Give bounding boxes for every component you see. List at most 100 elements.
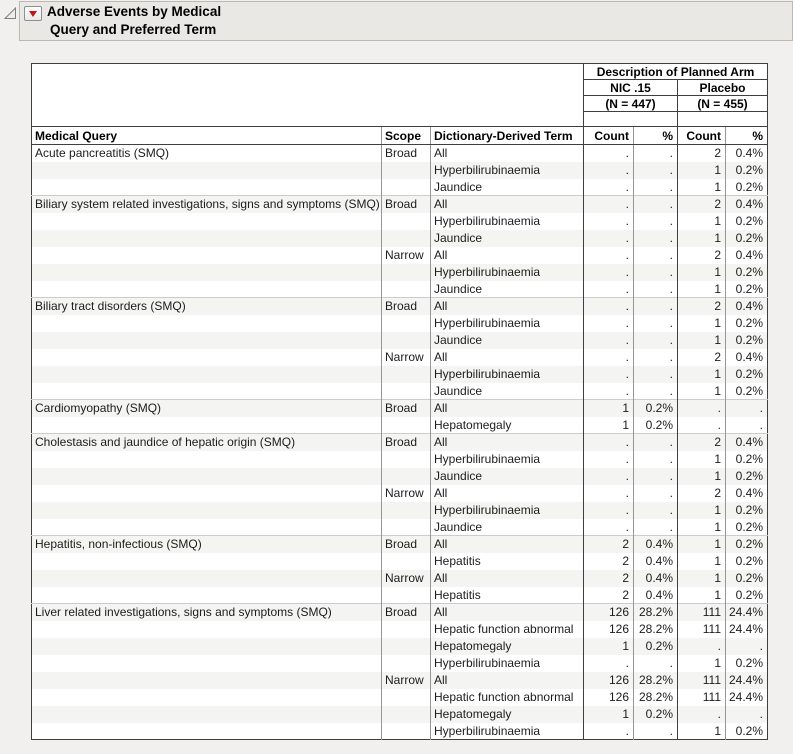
nic-count-cell: .: [583, 450, 634, 468]
nic-count-cell: 126: [583, 688, 634, 706]
medical-query-cell: [31, 671, 382, 689]
nic-pct-cell: .: [633, 484, 678, 502]
table-row: Narrow All . . 2 0.4%: [32, 348, 768, 366]
nic-count-cell: 1: [583, 705, 634, 723]
scope-cell: [381, 637, 431, 655]
placebo-count-cell: 1: [677, 535, 726, 553]
placebo-count-cell: 2: [677, 195, 726, 213]
scope-cell: [381, 586, 431, 604]
medical-query-cell: [31, 569, 382, 587]
placebo-pct-cell: 24.4%: [725, 688, 768, 706]
nic-count-cell: .: [583, 314, 634, 332]
term-cell: Hepatic function abnormal: [430, 688, 584, 706]
nic-count-cell: 1: [583, 399, 634, 417]
placebo-pct-cell: 24.4%: [725, 603, 768, 621]
term-cell: Hepatomegaly: [430, 637, 584, 655]
term-cell: All: [430, 297, 584, 315]
table-row: Jaundice . . 1 0.2%: [31, 467, 768, 485]
medical-query-cell: [32, 519, 382, 536]
placebo-pct-cell: 0.2%: [725, 722, 768, 740]
placebo-pct-cell: 0.4%: [725, 433, 768, 451]
medical-query-cell: [32, 213, 382, 230]
medical-query-cell: [32, 451, 382, 468]
placebo-count-cell: 1: [677, 365, 726, 383]
term-cell: All: [430, 484, 584, 502]
arm-group-header: Description of Planned Arm: [583, 63, 768, 80]
medical-query-cell: [31, 263, 382, 281]
table-row: Cholestasis and jaundice of hepatic orig…: [31, 433, 768, 451]
table-row: Hepatitis 2 0.4% 1 0.2%: [32, 552, 768, 570]
nic-count-cell: .: [583, 212, 634, 230]
page-title-line2: Query and Preferred Term: [50, 22, 217, 37]
placebo-pct-cell: 0.2%: [725, 161, 768, 179]
nic-pct-cell: .: [633, 433, 678, 451]
nic-pct-cell: 0.4%: [633, 535, 678, 553]
red-triangle-menu-button[interactable]: [24, 6, 42, 21]
placebo-pct-cell: 0.4%: [725, 297, 768, 315]
medical-query-cell: Biliary tract disorders (SMQ): [31, 297, 382, 315]
placebo-pct-cell: 0.2%: [725, 178, 768, 196]
nic-pct-cell: .: [633, 501, 678, 519]
term-cell: All: [430, 246, 584, 264]
scope-cell: Narrow: [381, 246, 431, 264]
adverse-events-table-wrap: Description of Planned Arm NIC .15 Place…: [31, 63, 768, 740]
nic-count-cell: .: [583, 348, 634, 366]
table-row: Hyperbilirubinaemia . . 1 0.2%: [31, 263, 768, 281]
placebo-count-cell: 1: [677, 518, 726, 536]
scope-cell: [381, 518, 431, 536]
placebo-count-cell: 2: [677, 297, 726, 315]
outline-disclosure-triangle-icon[interactable]: [4, 7, 17, 20]
placebo-count-cell: 1: [677, 331, 726, 349]
term-cell: Hyperbilirubinaemia: [430, 501, 584, 519]
arm-name-placebo: Placebo: [677, 79, 768, 96]
table-row: Jaundice . . 1 0.2%: [32, 280, 768, 298]
medical-query-cell: [32, 179, 382, 196]
medical-query-cell: [32, 383, 382, 400]
table-body: Acute pancreatitis (SMQ) Broad All . . 2…: [31, 144, 768, 740]
scope-cell: Broad: [381, 144, 431, 162]
column-header-nic-count: Count: [583, 126, 634, 145]
placebo-pct-cell: .: [725, 416, 768, 434]
nic-count-cell: .: [583, 161, 634, 179]
medical-query-cell: [32, 485, 382, 502]
scope-cell: Broad: [381, 195, 431, 213]
placebo-pct-cell: 0.2%: [725, 331, 768, 349]
medical-query-cell: [32, 655, 382, 672]
term-cell: All: [430, 433, 584, 451]
placebo-count-cell: 2: [677, 348, 726, 366]
nic-pct-cell: .: [633, 195, 678, 213]
scope-cell: [381, 722, 431, 740]
table-row: Narrow All 126 28.2% 111 24.4%: [31, 671, 768, 689]
term-cell: All: [430, 671, 584, 689]
medical-query-cell: [32, 723, 382, 740]
scope-cell: [381, 688, 431, 706]
nic-count-cell: .: [583, 195, 634, 213]
nic-count-cell: 1: [583, 416, 634, 434]
table-row: Jaundice . . 1 0.2%: [31, 331, 768, 349]
placebo-count-cell: 1: [677, 314, 726, 332]
table-row: Hyperbilirubinaemia . . 1 0.2%: [31, 365, 768, 383]
table-row: Narrow All . . 2 0.4%: [32, 246, 768, 264]
scope-cell: [381, 450, 431, 468]
placebo-count-cell: 111: [677, 620, 726, 638]
column-header-term: Dictionary-Derived Term: [430, 126, 584, 145]
table-row: Biliary tract disorders (SMQ) Broad All …: [31, 297, 768, 315]
nic-pct-cell: 0.4%: [633, 586, 678, 604]
placebo-pct-cell: 0.2%: [725, 280, 768, 298]
table-row: Hepatitis 2 0.4% 1 0.2%: [32, 586, 768, 604]
placebo-count-cell: 2: [677, 484, 726, 502]
medical-query-cell: Biliary system related investigations, s…: [31, 195, 382, 213]
nic-pct-cell: .: [633, 654, 678, 672]
placebo-pct-cell: 0.4%: [725, 484, 768, 502]
placebo-pct-cell: .: [725, 637, 768, 655]
nic-pct-cell: 0.4%: [633, 569, 678, 587]
placebo-count-cell: 2: [677, 246, 726, 264]
term-cell: Jaundice: [430, 382, 584, 400]
medical-query-cell: Cholestasis and jaundice of hepatic orig…: [31, 433, 382, 451]
placebo-count-cell: 1: [677, 263, 726, 281]
table-row: Hyperbilirubinaemia . . 1 0.2%: [32, 314, 768, 332]
placebo-pct-cell: 0.2%: [725, 467, 768, 485]
placebo-count-cell: 1: [677, 501, 726, 519]
medical-query-cell: [32, 349, 382, 366]
medical-query-cell: [32, 247, 382, 264]
